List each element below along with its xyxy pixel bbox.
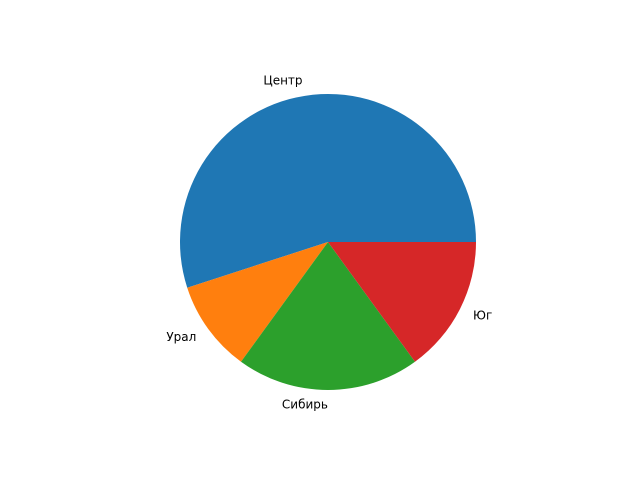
pie-slice-3 xyxy=(328,242,476,362)
pie-label-2: Сибирь xyxy=(282,397,328,411)
pie-label-0: Центр xyxy=(263,74,302,88)
pie-slice-0 xyxy=(180,94,477,288)
pie-label-3: Юг xyxy=(473,308,492,322)
pie-slice-1 xyxy=(187,242,328,362)
pie-label-1: Урал xyxy=(166,330,196,344)
pie-slice-2 xyxy=(241,242,415,390)
